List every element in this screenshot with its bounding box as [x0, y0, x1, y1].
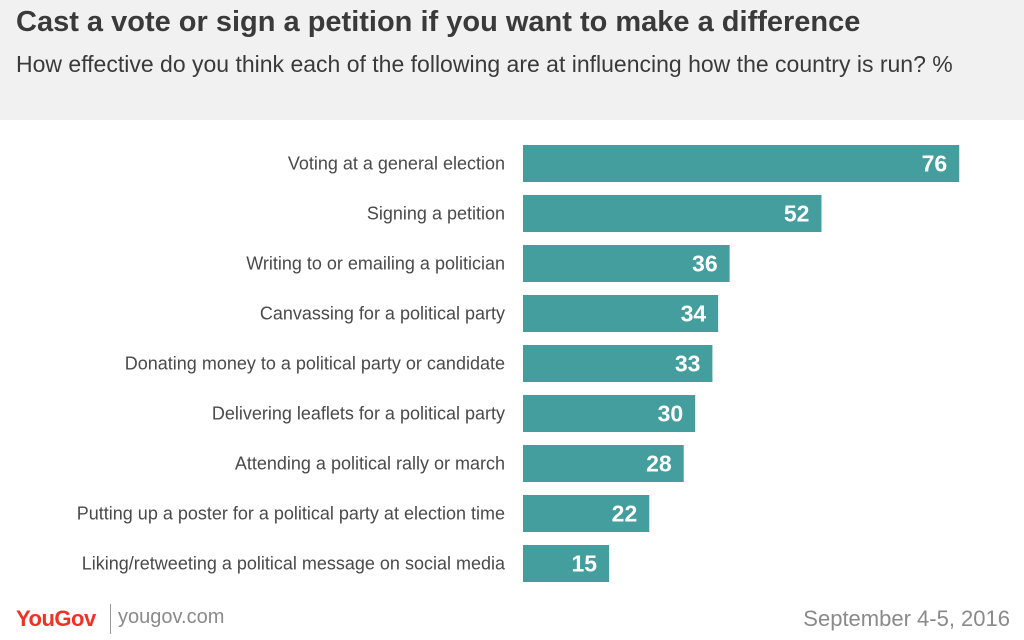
bar [523, 195, 822, 232]
category-label: Liking/retweeting a political message on… [82, 554, 506, 574]
footer-url: yougov.com [118, 606, 225, 628]
bar-value-label: 52 [784, 201, 810, 227]
bar-value-label: 76 [922, 151, 948, 177]
category-label: Canvassing for a political party [260, 304, 505, 324]
bar [523, 445, 684, 482]
bar [523, 545, 610, 582]
bar-value-label: 22 [612, 501, 638, 527]
bar [523, 245, 730, 282]
chart-title: Cast a vote or sign a petition if you wa… [16, 6, 861, 38]
bar-value-label: 34 [681, 301, 707, 327]
bar-value-label: 33 [675, 351, 701, 377]
category-label: Attending a political rally or march [235, 454, 505, 474]
bar-value-label: 15 [572, 551, 598, 577]
bar-value-label: 30 [658, 401, 684, 427]
bar [523, 395, 696, 432]
bar-value-label: 36 [692, 251, 718, 277]
bar [523, 295, 719, 332]
category-label: Writing to or emailing a politician [246, 254, 505, 274]
footer-date: September 4-5, 2016 [803, 606, 1010, 631]
bar [523, 345, 713, 382]
category-label: Donating money to a political party or c… [125, 354, 505, 374]
category-label: Signing a petition [367, 204, 505, 224]
category-label: Delivering leaflets for a political part… [212, 404, 505, 424]
chart-subtitle: How effective do you think each of the f… [16, 51, 953, 77]
bar [523, 495, 650, 532]
category-label: Putting up a poster for a political part… [77, 504, 505, 524]
bar [523, 145, 960, 182]
footer-divider [110, 604, 111, 634]
category-label: Voting at a general election [288, 154, 505, 174]
bar-value-label: 28 [646, 451, 672, 477]
header: Cast a vote or sign a petition if you wa… [0, 0, 1024, 120]
bar-chart: Voting at a general election 76 Signing a … [77, 145, 960, 582]
yougov-logo: YouGov [16, 606, 96, 631]
